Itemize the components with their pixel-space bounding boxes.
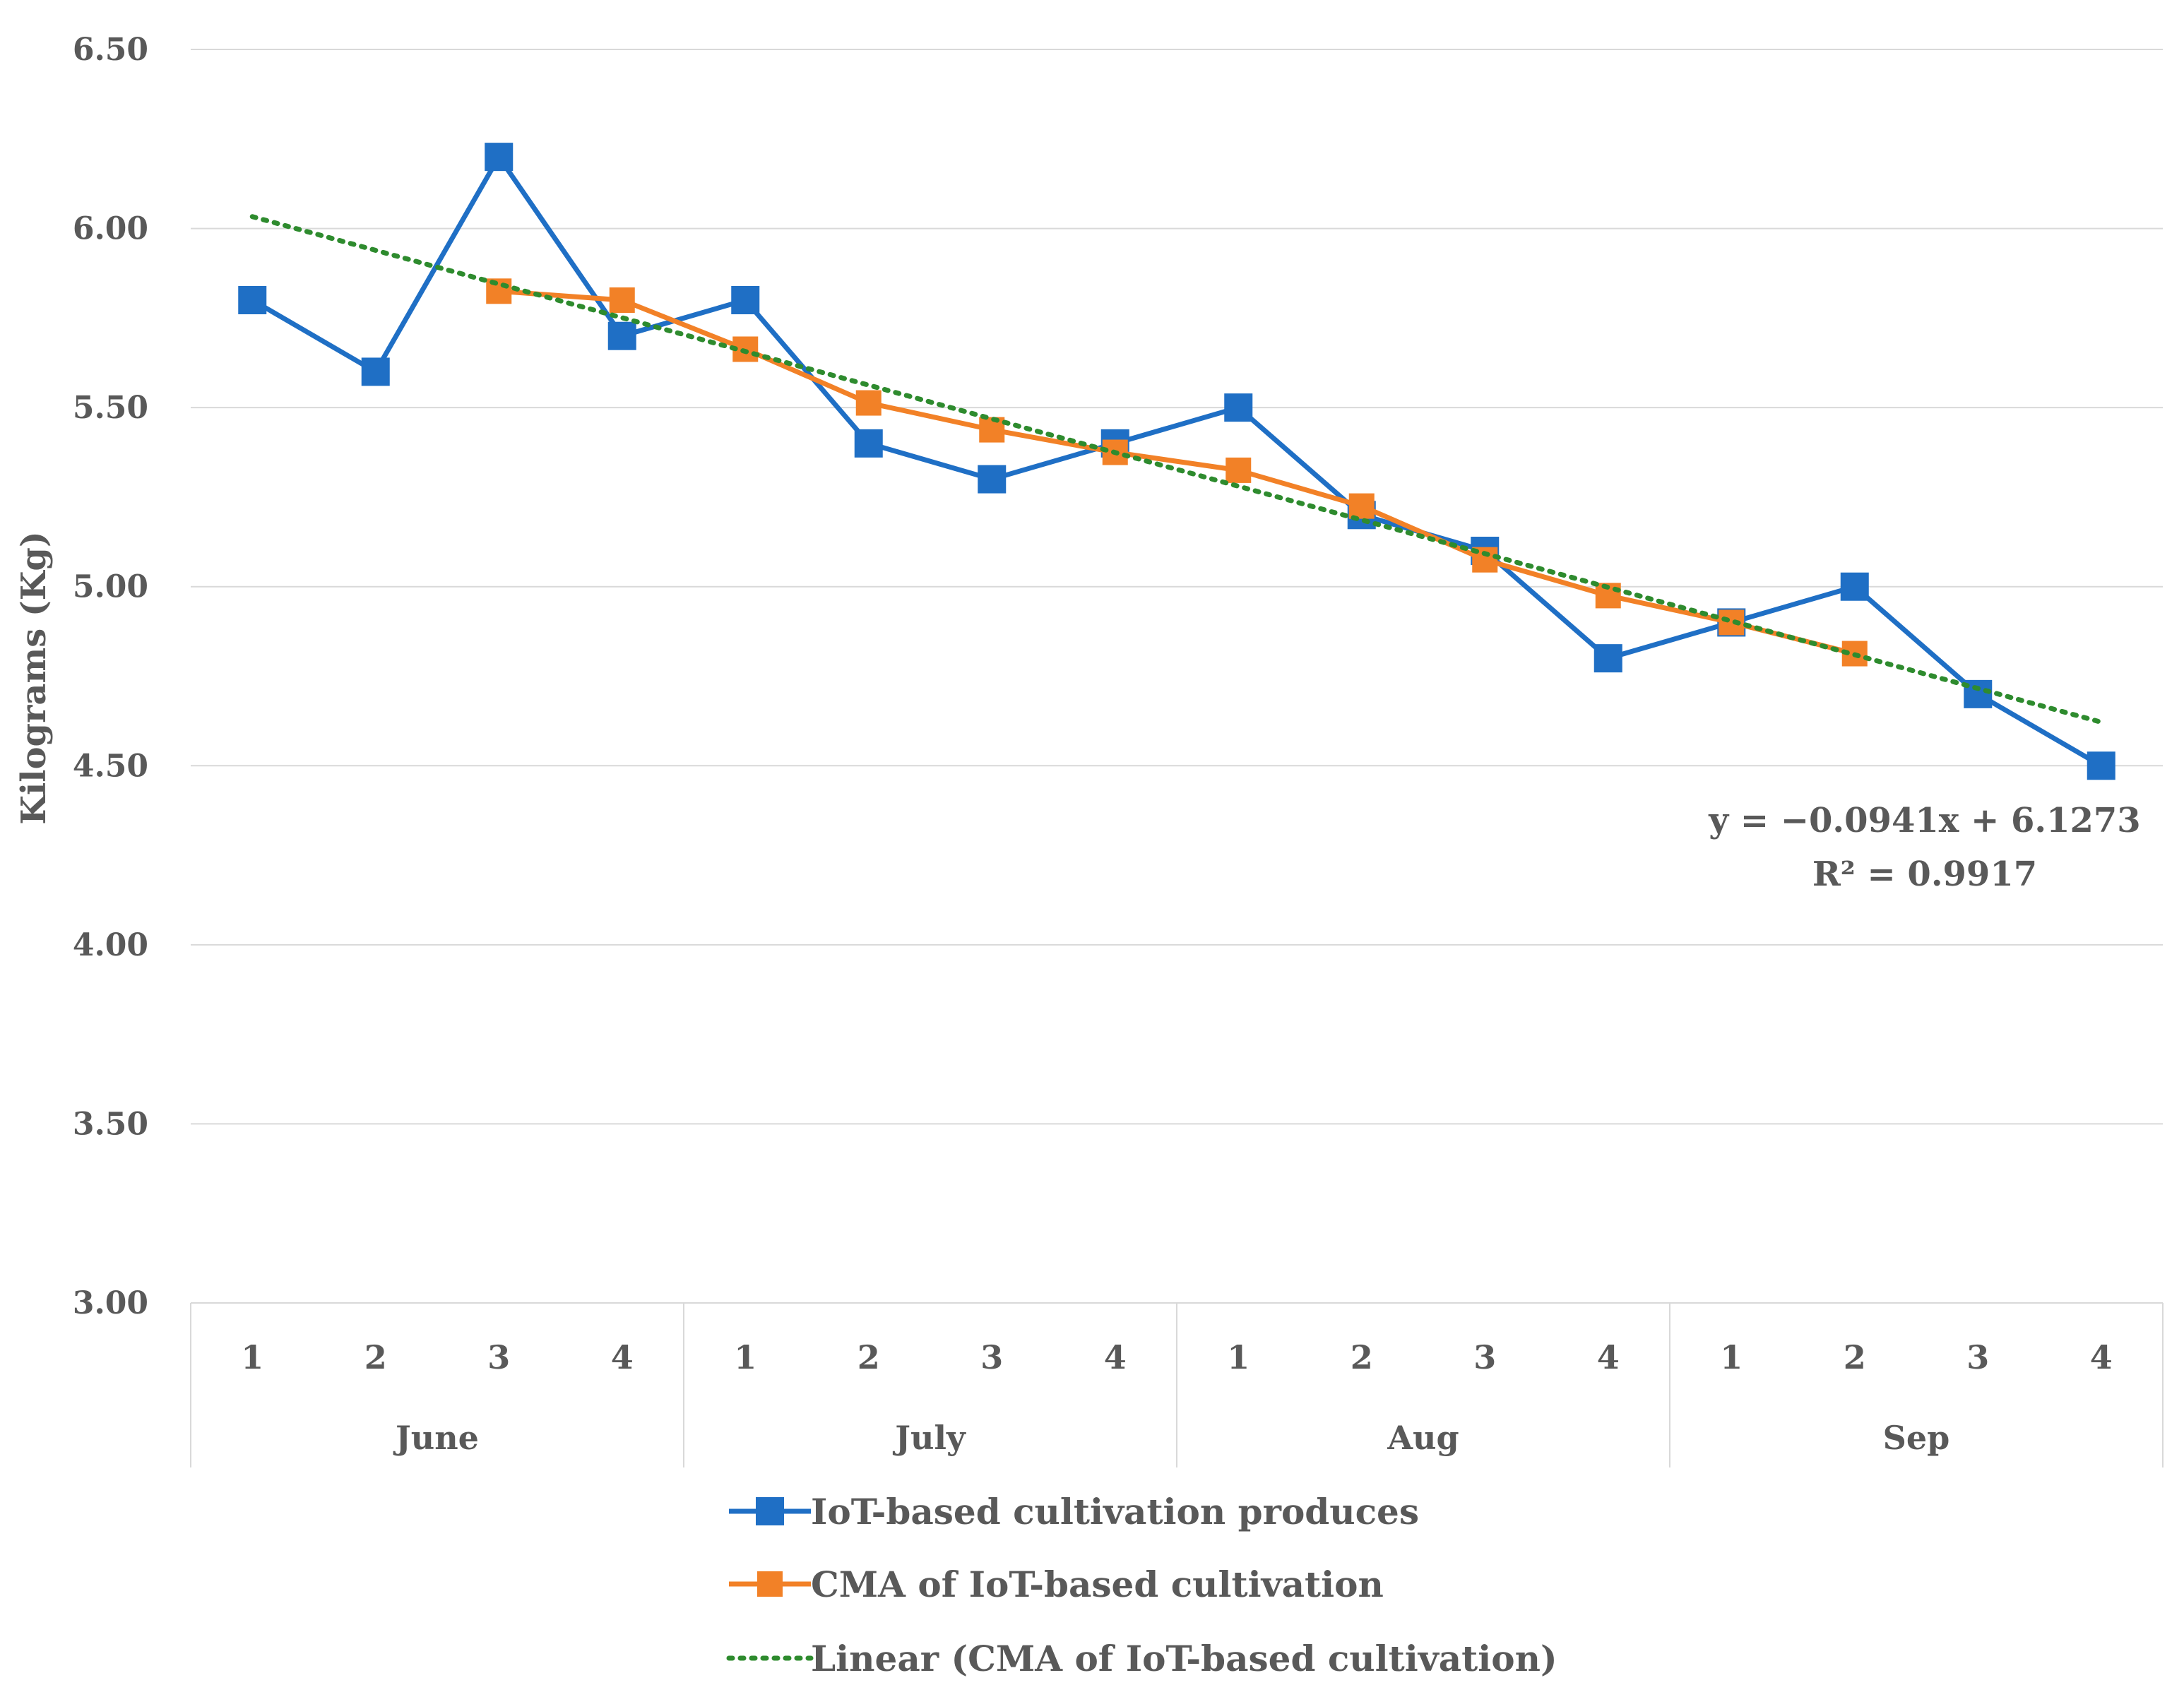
x-tick-label: 4	[611, 1338, 634, 1376]
data-point-iot	[361, 357, 390, 386]
data-point-iot	[731, 286, 760, 314]
x-tick-label: 4	[1104, 1338, 1127, 1376]
x-tick-label: 4	[2090, 1338, 2113, 1376]
x-tick-label: 2	[1844, 1338, 1866, 1376]
data-point-iot	[1224, 393, 1253, 422]
month-label: Sep	[1883, 1419, 1950, 1457]
legend-label-linear: Linear (CMA of IoT-based cultivation)	[811, 1638, 1557, 1679]
y-tick-label: 5.50	[73, 390, 148, 426]
x-tick-label: 3	[980, 1338, 1003, 1376]
y-tick-labels: 3.00 3.50 4.00 4.50 5.00 5.50 6.00 6.50	[73, 32, 148, 1321]
data-point-iot	[607, 321, 636, 350]
x-tick-label: 3	[487, 1338, 510, 1376]
series-layer	[238, 143, 2115, 780]
y-tick-label: 5.00	[73, 569, 148, 605]
legend-item-cma[interactable]: CMA of IoT-based cultivation	[729, 1564, 1384, 1605]
data-point-iot	[2087, 751, 2115, 780]
x-tick-label: 2	[364, 1338, 387, 1376]
data-point-iot	[238, 286, 267, 314]
y-tick-label: 3.50	[73, 1106, 148, 1142]
data-point-iot	[978, 465, 1007, 494]
series-line-iot	[251, 154, 2103, 768]
x-tick-label: 3	[1966, 1338, 1989, 1376]
data-point-cma	[1348, 493, 1375, 519]
data-point-iot	[1840, 572, 1869, 601]
y-tick-label: 4.50	[73, 748, 148, 784]
y-tick-label: 3.00	[73, 1285, 148, 1321]
x-tick-label: 1	[241, 1338, 263, 1376]
legend: IoT-based cultivation produces CMA of Io…	[726, 1491, 1557, 1679]
data-point-cma	[609, 287, 635, 313]
x-tick-label: 3	[1473, 1338, 1496, 1376]
y-tick-label: 6.00	[73, 211, 148, 247]
trendline-r2: R² = 0.9917	[1812, 855, 2037, 894]
data-point-iot	[485, 143, 514, 172]
month-label: Aug	[1387, 1419, 1459, 1457]
data-point-cma	[979, 417, 1005, 443]
data-point-iot	[1594, 644, 1622, 673]
month-label: June	[393, 1419, 479, 1457]
legend-item-linear[interactable]: Linear (CMA of IoT-based cultivation)	[726, 1638, 1557, 1679]
x-tick-label: 1	[1720, 1338, 1743, 1376]
y-tick-label: 6.50	[73, 32, 148, 68]
legend-label-iot: IoT-based cultivation produces	[811, 1491, 1419, 1532]
legend-marker-iot	[756, 1497, 784, 1525]
data-point-iot	[854, 429, 883, 458]
data-point-cma	[855, 390, 882, 416]
x-category-axis: 1 2 3 4 1 2 3 4 1 2 3 4 1 2 3 4 June July Aug Sep	[190, 1302, 2164, 1467]
legend-marker-cma	[757, 1571, 783, 1597]
trendline-equation: y = −0.0941x + 6.1273	[1708, 801, 2140, 840]
legend-label-cma: CMA of IoT-based cultivation	[811, 1564, 1384, 1605]
trendline-linear	[249, 214, 2104, 725]
data-point-cma	[1225, 457, 1252, 483]
x-tick-label: 1	[734, 1338, 756, 1376]
x-tick-label: 2	[857, 1338, 880, 1376]
gridlines	[191, 49, 2163, 1125]
series-line-cma	[498, 288, 1856, 656]
x-tick-label: 2	[1351, 1338, 1373, 1376]
month-label: July	[892, 1419, 966, 1457]
legend-item-iot[interactable]: IoT-based cultivation produces	[729, 1491, 1419, 1532]
y-axis-title: Kilograms (Kg)	[14, 531, 54, 824]
x-tick-label: 1	[1227, 1338, 1250, 1376]
trendline-annotation: y = −0.0941x + 6.1273 R² = 0.9917	[1708, 801, 2140, 894]
y-tick-label: 4.00	[73, 927, 148, 963]
x-tick-label: 4	[1597, 1338, 1620, 1376]
